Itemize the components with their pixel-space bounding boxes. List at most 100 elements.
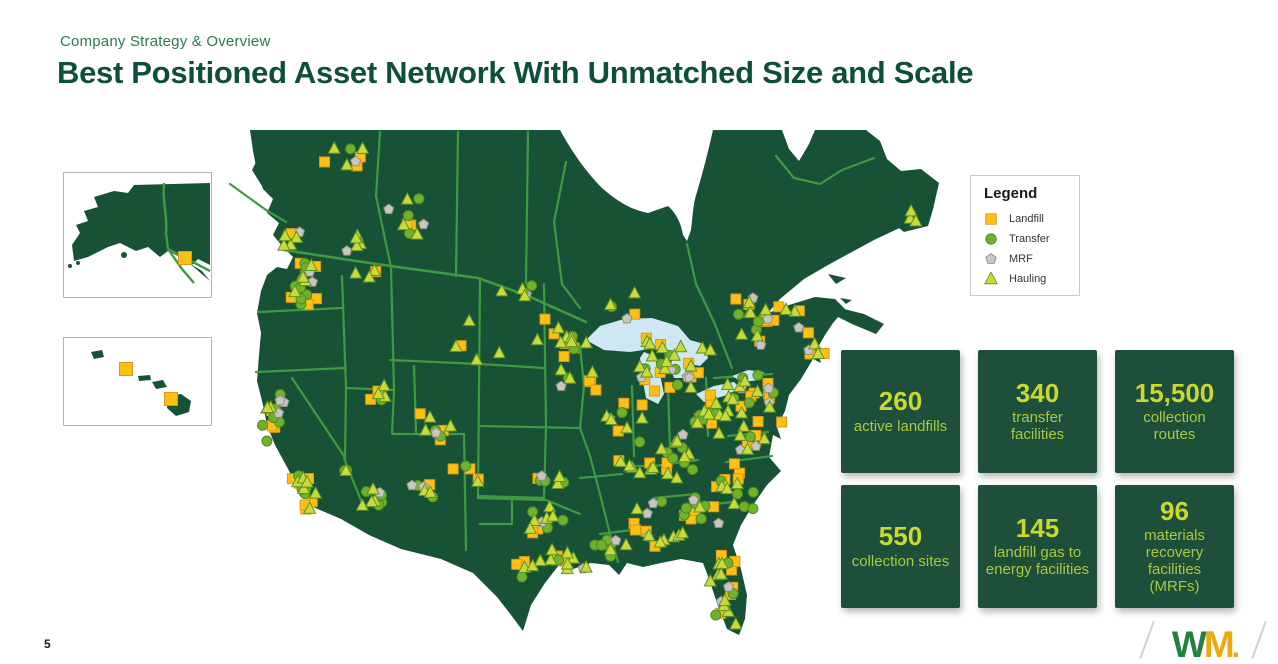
page-number: 5 (44, 637, 51, 651)
mrf-marker (418, 218, 430, 230)
hauling-marker (703, 573, 718, 587)
stat-value: 550 (878, 521, 923, 552)
legend-item-transfer: Transfer (984, 229, 1079, 249)
hauling-marker (525, 558, 540, 572)
legend-item-landfill: Landfill (984, 209, 1079, 229)
hauling-marker (339, 463, 353, 477)
hauling-marker (762, 399, 777, 413)
hauling-marker (658, 361, 672, 374)
transfer-marker (747, 486, 759, 498)
transfer-marker (261, 435, 273, 447)
hauling-marker (603, 297, 618, 311)
hauling-marker (564, 334, 579, 348)
hauling-marker (552, 469, 567, 483)
hauling-marker (304, 258, 318, 272)
hawaii-inset-map (63, 337, 212, 426)
facility-markers (257, 140, 923, 630)
transfer-marker (516, 571, 528, 583)
hauling-swatch-icon (984, 272, 998, 286)
mrf-marker (762, 313, 774, 324)
transfer-marker (526, 280, 538, 292)
hauling-marker (640, 364, 654, 378)
legend-item-hauling: Hauling (984, 269, 1079, 289)
hauling-marker (492, 345, 507, 359)
transfer-marker (344, 143, 356, 155)
hauling-marker (674, 339, 688, 353)
hauling-marker (633, 359, 647, 373)
wm-logo: WM. (1139, 620, 1267, 663)
hauling-marker (289, 230, 304, 244)
hauling-marker (620, 420, 634, 434)
hauling-marker (579, 559, 593, 573)
hauling-marker (296, 270, 310, 283)
transfer-marker (616, 407, 628, 419)
mrf-marker (350, 155, 362, 167)
mrf-marker (430, 426, 442, 438)
hauling-marker (811, 346, 825, 359)
hauling-marker (348, 265, 363, 279)
mrf-marker (755, 339, 767, 350)
hauling-marker (533, 553, 548, 567)
hauling-marker (740, 441, 755, 455)
stat-card-active-landfills: 260 active landfills (841, 350, 960, 473)
hauling-marker (720, 377, 735, 391)
transfer-marker (752, 315, 764, 327)
stat-value: 96 (1160, 495, 1189, 526)
landfill-marker (692, 367, 704, 379)
hauling-marker (443, 418, 458, 432)
hauling-marker (750, 384, 765, 397)
transfer-marker (527, 506, 539, 518)
mrf-marker (722, 581, 734, 592)
hauling-marker (300, 474, 314, 488)
hauling-marker (701, 406, 716, 420)
hauling-marker (367, 263, 382, 276)
hauling-marker (670, 433, 684, 447)
mrf-marker (688, 494, 700, 505)
hauling-marker (635, 410, 649, 424)
transfer-marker (460, 460, 472, 472)
mrf-swatch-icon (984, 252, 998, 266)
landfill-marker (649, 385, 661, 397)
mrf-marker (610, 534, 622, 546)
hauling-marker (630, 501, 644, 515)
landfill-marker (629, 308, 641, 320)
hauling-marker (277, 237, 291, 251)
stat-card-landfill-gas-to-energy: 145 landfill gas to energy facilities (978, 485, 1097, 608)
stat-label: transfer facilities (1010, 409, 1065, 444)
landfill-marker (119, 362, 133, 376)
hauling-marker (667, 347, 682, 361)
hauling-marker (642, 528, 656, 541)
hauling-marker (603, 542, 618, 556)
hauling-marker (677, 449, 692, 463)
hauling-marker (449, 339, 463, 353)
landfill-marker (548, 328, 560, 340)
hauling-marker (714, 566, 728, 580)
logo-slash-icon (1251, 620, 1267, 660)
hauling-marker (712, 426, 726, 439)
hauling-marker (750, 328, 765, 342)
landfill-marker (164, 392, 178, 406)
stat-value: 15,500 (1134, 377, 1215, 408)
landfill-marker (414, 408, 426, 420)
transfer-marker (743, 397, 755, 409)
transfer-marker (710, 609, 722, 621)
transfer-marker (595, 539, 607, 551)
mrf-marker (647, 497, 659, 508)
hauling-marker (730, 476, 745, 490)
landfill-marker (752, 416, 764, 428)
stat-card-mrfs: 96 materials recovery facilities (MRFs) (1115, 485, 1234, 608)
transfer-marker (557, 514, 569, 526)
hauling-marker (362, 269, 377, 283)
stat-card-collection-routes: 15,500 collection routes (1115, 350, 1234, 473)
mrf-marker (406, 479, 418, 491)
landfill-swatch-icon (984, 212, 998, 226)
transfer-marker (733, 308, 745, 320)
mrf-marker (641, 507, 653, 519)
hauling-marker (527, 513, 542, 526)
landfill-marker (776, 416, 788, 428)
legend-item-mrf: MRF (984, 249, 1079, 269)
hauling-marker (720, 481, 734, 495)
mrf-marker (985, 253, 997, 264)
landfill-marker (539, 313, 551, 325)
hauling-marker (530, 332, 545, 346)
